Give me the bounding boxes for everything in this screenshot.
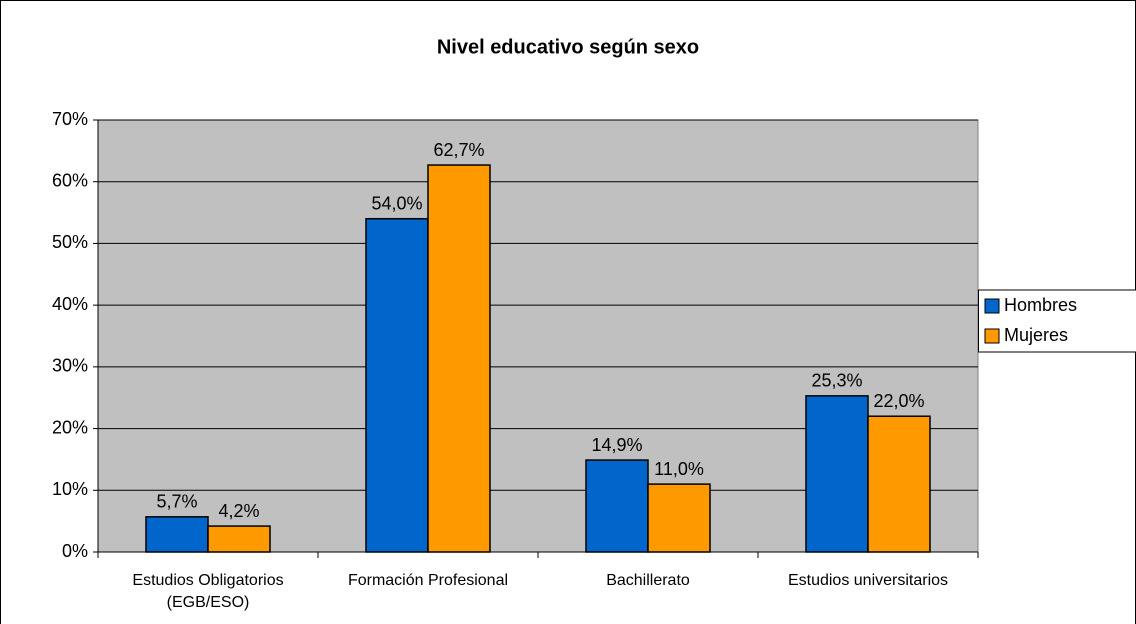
legend-swatch [984, 328, 1000, 344]
bar [647, 483, 711, 553]
bar [365, 217, 429, 553]
data-label: 14,9% [591, 435, 642, 455]
legend-box [978, 289, 1136, 353]
y-tick-label: 50% [52, 232, 88, 252]
x-tick-label: Formación Profesional [347, 572, 509, 589]
y-tick-label: 30% [52, 356, 88, 376]
data-label: 54,0% [371, 193, 422, 213]
y-tick-label: 70% [52, 109, 88, 129]
bar [427, 164, 491, 553]
data-label: 25,3% [811, 371, 862, 391]
data-label: 11,0% [654, 459, 704, 479]
y-tick-label: 10% [52, 479, 88, 499]
bar [867, 415, 931, 553]
y-tick-label: 60% [52, 170, 88, 190]
data-label: 4,2% [218, 501, 259, 521]
data-label: 62,7% [433, 140, 484, 160]
x-tick-label: Estudios Obligatorios (EGB/ESO) [132, 572, 284, 611]
bar [805, 395, 869, 553]
legend-label: Hombres [1004, 295, 1077, 315]
bar [585, 459, 649, 553]
data-label: 22,0% [873, 391, 924, 411]
bar [207, 525, 271, 553]
x-tick-label: Estudios universitarios [787, 572, 949, 589]
chart-title: Nivel educativo según sexo [437, 36, 699, 58]
y-tick-label: 40% [52, 294, 88, 314]
legend-swatch [984, 298, 1000, 314]
x-tick-label: Bachillerato [606, 572, 690, 589]
legend-label: Mujeres [1004, 325, 1068, 345]
bar [145, 516, 209, 553]
y-tick-label: 0% [62, 541, 88, 561]
y-tick-label: 20% [52, 417, 88, 437]
data-label: 5,7% [156, 492, 197, 512]
